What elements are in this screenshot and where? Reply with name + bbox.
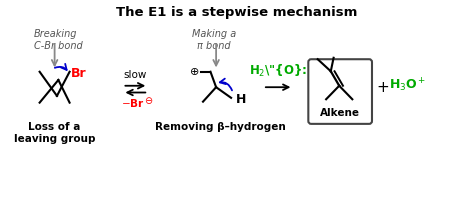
Text: H: H bbox=[236, 93, 246, 106]
Text: $\ominus$: $\ominus$ bbox=[144, 95, 153, 106]
Text: Making a
π bond: Making a π bond bbox=[191, 29, 236, 51]
Text: The E1 is a stepwise mechanism: The E1 is a stepwise mechanism bbox=[117, 6, 358, 19]
FancyBboxPatch shape bbox=[308, 59, 372, 124]
Text: Loss of a
leaving group: Loss of a leaving group bbox=[14, 122, 95, 144]
Text: H$_3$O$^+$: H$_3$O$^+$ bbox=[389, 77, 427, 94]
Text: H$_2$\"{O}:: H$_2$\"{O}: bbox=[249, 63, 307, 79]
Text: Br: Br bbox=[71, 67, 87, 80]
Text: slow: slow bbox=[124, 70, 147, 80]
Text: Removing β–hydrogen: Removing β–hydrogen bbox=[155, 122, 286, 132]
Text: Breaking
C-Br bond: Breaking C-Br bond bbox=[34, 29, 82, 51]
Text: +: + bbox=[376, 80, 389, 95]
Text: $\oplus$: $\oplus$ bbox=[189, 66, 199, 77]
Text: Alkene: Alkene bbox=[320, 108, 360, 118]
Text: $-$Br: $-$Br bbox=[121, 97, 145, 109]
